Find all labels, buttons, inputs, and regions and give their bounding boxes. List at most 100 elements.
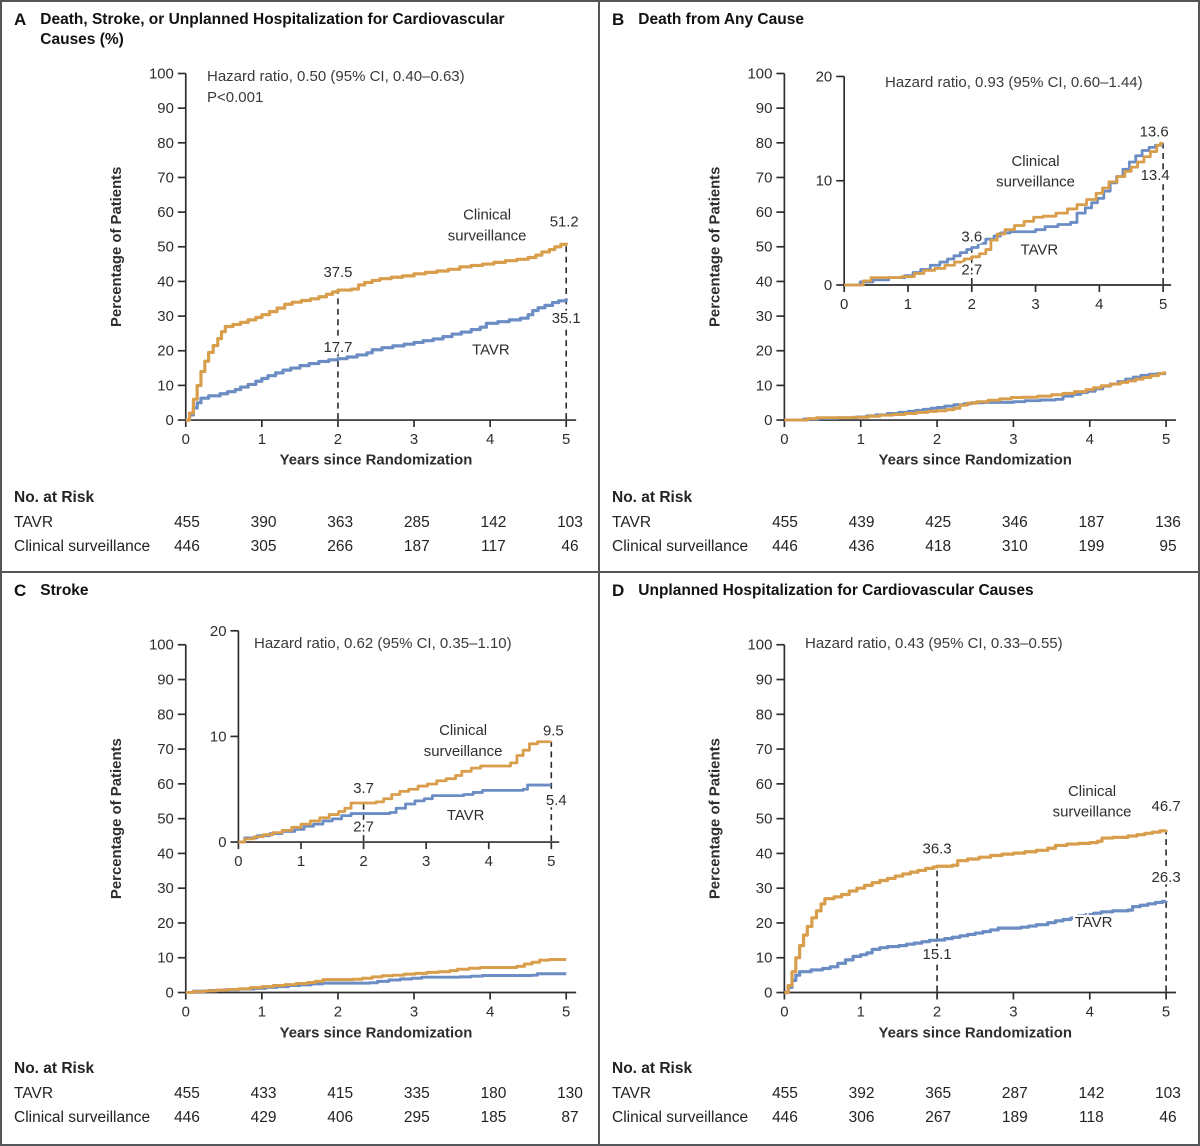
- risk-row-label-clinical-surveillance: Clinical surveillance: [612, 538, 749, 555]
- risk-count: 187: [1078, 514, 1105, 531]
- series-label: Clinical: [1068, 783, 1116, 800]
- axis: [783, 644, 1177, 994]
- y-tick-label: 100: [747, 637, 772, 654]
- value-annotation: 2.7: [353, 818, 374, 835]
- y-tick-label: 70: [756, 741, 773, 758]
- axis: [843, 76, 1172, 286]
- y-tick-label: 50: [157, 811, 174, 828]
- risk-count: 406: [327, 1109, 354, 1126]
- value-annotation: 13.6: [1140, 123, 1169, 140]
- panel-a-letter: A: [14, 10, 27, 29]
- risk-count: 295: [403, 1109, 430, 1126]
- y-tick-label: 10: [157, 950, 174, 967]
- risk-count: 439: [848, 514, 875, 531]
- value-annotation: 2.7: [961, 262, 982, 279]
- x-tick-label: 4: [1095, 296, 1103, 313]
- series-label: Clinical: [1011, 153, 1059, 170]
- risk-count: 415: [327, 1085, 354, 1102]
- risk-count: 446: [772, 538, 798, 555]
- x-tick-label: 2: [933, 431, 941, 448]
- panel-d-title: Unplanned Hospitalization for Cardiovasc…: [638, 582, 1034, 599]
- value-annotation: 46.7: [1152, 798, 1181, 815]
- risk-count: 117: [481, 538, 506, 555]
- y-tick-label: 10: [756, 377, 773, 394]
- risk-count: 455: [772, 514, 798, 531]
- risk-count: 455: [772, 1085, 798, 1102]
- x-tick-label: 1: [857, 1003, 865, 1020]
- hazard-ratio-text: Hazard ratio, 0.43 (95% CI, 0.33–0.55): [805, 635, 1063, 652]
- value-annotation: 36.3: [923, 840, 952, 857]
- y-tick-label: 70: [756, 169, 773, 186]
- risk-count: 189: [1001, 1109, 1028, 1126]
- series-label: TAVR: [1075, 914, 1113, 931]
- panel-c: C Stroke Hazard ratio, 0.62 (95% CI, 0.3…: [2, 573, 600, 1144]
- x-axis-title: Years since Randomization: [280, 1024, 473, 1041]
- panel-a: A Death, Stroke, or Unplanned Hospitaliz…: [2, 2, 600, 573]
- panel-d-stats: Hazard ratio, 0.43 (95% CI, 0.33–0.55): [805, 633, 1063, 654]
- risk-count: 287: [1001, 1085, 1028, 1102]
- curve-clinical_surveillance: [185, 957, 567, 995]
- y-tick-label: 0: [218, 834, 226, 851]
- series-label: Clinical: [463, 207, 511, 223]
- y-tick-label: 100: [149, 637, 174, 654]
- hazard-ratio-text: Hazard ratio, 0.50 (95% CI, 0.40–0.63): [207, 68, 465, 85]
- y-tick-label: 20: [816, 68, 833, 85]
- value-annotation: 51.2: [550, 215, 579, 231]
- risk-count: 142: [480, 514, 507, 531]
- risk-header: No. at Risk: [612, 1060, 693, 1077]
- y-tick-label: 20: [210, 623, 227, 640]
- y-tick-label: 10: [157, 378, 174, 394]
- x-tick-label: 5: [1162, 1003, 1170, 1020]
- y-tick-label: 10: [756, 950, 773, 967]
- panel-b-letter: B: [612, 10, 625, 29]
- x-tick-label: 5: [547, 853, 555, 870]
- panel-c-stats: Hazard ratio, 0.62 (95% CI, 0.35–1.10): [254, 633, 512, 654]
- x-tick-label: 3: [1009, 431, 1017, 448]
- y-tick-label: 30: [756, 308, 773, 325]
- risk-count: 136: [1155, 514, 1181, 531]
- value-annotation: 37.5: [323, 265, 352, 281]
- y-tick-label: 0: [764, 412, 772, 429]
- x-tick-label: 2: [968, 296, 976, 313]
- panel-b-header: B Death from Any Cause: [612, 10, 804, 30]
- series-label: surveillance: [424, 743, 503, 760]
- x-tick-label: 4: [1086, 1003, 1094, 1020]
- y-tick-label: 70: [157, 741, 174, 758]
- x-tick-label: 5: [1162, 431, 1170, 448]
- y-tick-label: 90: [756, 100, 773, 117]
- risk-row-label-tavr: TAVR: [612, 514, 652, 531]
- x-tick-label: 0: [182, 1003, 190, 1020]
- y-tick-label: 30: [756, 880, 773, 897]
- y-tick-label: 50: [157, 240, 174, 256]
- panel-c-title: Stroke: [40, 582, 89, 599]
- y-tick-label: 0: [824, 277, 832, 294]
- risk-count: 455: [174, 514, 200, 531]
- y-tick-label: 30: [157, 880, 174, 897]
- x-tick-label: 2: [334, 1003, 342, 1020]
- x-axis-title: Years since Randomization: [879, 452, 1072, 469]
- risk-header: No. at Risk: [612, 489, 693, 506]
- panel-b-stats: Hazard ratio, 0.93 (95% CI, 0.60–1.44): [885, 72, 1143, 93]
- x-tick-label: 1: [258, 432, 266, 448]
- y-tick-label: 90: [756, 672, 773, 689]
- x-tick-label: 3: [1009, 1003, 1017, 1020]
- x-tick-label: 3: [422, 853, 430, 870]
- y-axis-title: Percentage of Patients: [707, 167, 724, 327]
- axis: [783, 73, 1177, 421]
- risk-count: 306: [848, 1109, 875, 1126]
- y-tick-label: 90: [157, 101, 174, 117]
- risk-count: 446: [772, 1109, 798, 1126]
- value-annotation: 15.1: [923, 946, 952, 963]
- x-tick-label: 4: [486, 1003, 494, 1020]
- x-tick-label: 2: [359, 853, 367, 870]
- risk-table-c: No. at Risk TAVR Clinical surveillance 4…: [2, 573, 598, 1144]
- risk-count: 103: [1155, 1085, 1181, 1102]
- value-annotation: 3.7: [353, 780, 374, 797]
- y-tick-label: 0: [166, 984, 174, 1001]
- risk-count: 365: [925, 1085, 952, 1102]
- x-axis-title: Years since Randomization: [280, 453, 473, 469]
- risk-count: 46: [1159, 1109, 1177, 1126]
- panel-a-title: Death, Stroke, or Unplanned Hospitalizat…: [40, 11, 505, 48]
